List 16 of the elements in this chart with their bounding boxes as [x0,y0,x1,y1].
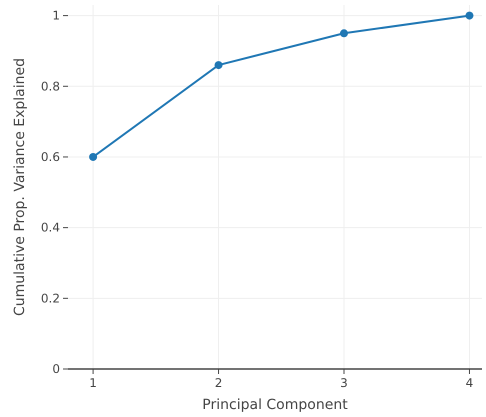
x-tick-label: 3 [340,376,348,390]
point [340,29,348,38]
y-tick-label: 0.4 [40,220,60,235]
y-tick-label: 0.6 [40,150,60,164]
x-tick-label: 4 [466,376,474,390]
y-axis-title: Cumulative Prop. Variance Explained [12,58,28,316]
y-tick-label: 0.8 [40,79,60,94]
point [214,61,223,70]
x-tick-label: 2 [214,376,222,390]
y-tick-label: 1 [52,8,60,23]
y-tick-label: 0 [52,362,60,376]
x-tick-label: 1 [89,376,97,390]
point [89,152,98,161]
point [465,12,474,20]
x-axis-title: Principal Component [202,397,348,413]
y-tick-label: 0.2 [40,291,60,306]
